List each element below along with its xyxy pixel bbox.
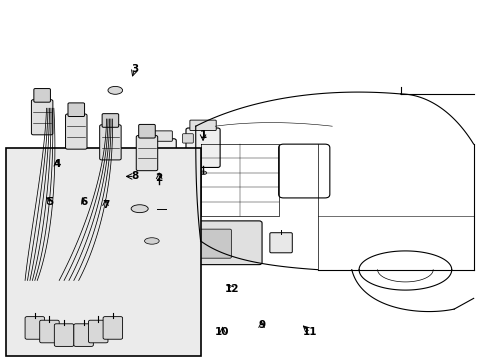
Text: 6: 6 <box>80 197 87 207</box>
Text: 10: 10 <box>215 327 229 337</box>
FancyBboxPatch shape <box>136 135 158 171</box>
FancyBboxPatch shape <box>189 229 231 258</box>
Text: 8: 8 <box>131 171 138 181</box>
Text: 7: 7 <box>102 200 109 210</box>
FancyBboxPatch shape <box>189 120 216 131</box>
FancyBboxPatch shape <box>269 233 292 253</box>
FancyBboxPatch shape <box>5 148 200 356</box>
Text: 2: 2 <box>155 173 163 183</box>
FancyBboxPatch shape <box>34 89 50 102</box>
FancyBboxPatch shape <box>146 131 172 141</box>
Text: 5: 5 <box>46 197 53 207</box>
FancyBboxPatch shape <box>31 100 53 135</box>
Ellipse shape <box>131 205 148 213</box>
Ellipse shape <box>135 259 142 266</box>
FancyBboxPatch shape <box>65 114 87 149</box>
Text: 9: 9 <box>258 320 264 330</box>
Text: 12: 12 <box>224 284 239 294</box>
FancyBboxPatch shape <box>139 125 155 138</box>
FancyBboxPatch shape <box>74 324 93 346</box>
Ellipse shape <box>108 86 122 94</box>
Ellipse shape <box>155 182 163 185</box>
Ellipse shape <box>135 202 142 208</box>
FancyBboxPatch shape <box>54 324 74 346</box>
FancyBboxPatch shape <box>148 208 175 224</box>
Text: 3: 3 <box>131 64 138 74</box>
FancyBboxPatch shape <box>143 267 167 289</box>
Ellipse shape <box>135 224 142 230</box>
FancyBboxPatch shape <box>125 180 152 280</box>
Ellipse shape <box>144 238 159 244</box>
Ellipse shape <box>199 171 206 175</box>
Text: 4: 4 <box>53 159 61 169</box>
FancyBboxPatch shape <box>139 144 149 154</box>
Text: 1: 1 <box>199 130 206 140</box>
FancyBboxPatch shape <box>103 317 122 339</box>
Text: 11: 11 <box>303 327 317 337</box>
Ellipse shape <box>135 241 142 248</box>
FancyBboxPatch shape <box>182 134 193 143</box>
FancyBboxPatch shape <box>100 125 121 160</box>
FancyBboxPatch shape <box>25 317 44 339</box>
FancyBboxPatch shape <box>102 114 119 127</box>
FancyBboxPatch shape <box>120 176 154 187</box>
FancyBboxPatch shape <box>40 320 59 343</box>
FancyBboxPatch shape <box>68 103 84 117</box>
FancyBboxPatch shape <box>185 128 220 167</box>
FancyBboxPatch shape <box>158 221 262 265</box>
FancyBboxPatch shape <box>88 320 108 343</box>
FancyBboxPatch shape <box>142 139 176 178</box>
